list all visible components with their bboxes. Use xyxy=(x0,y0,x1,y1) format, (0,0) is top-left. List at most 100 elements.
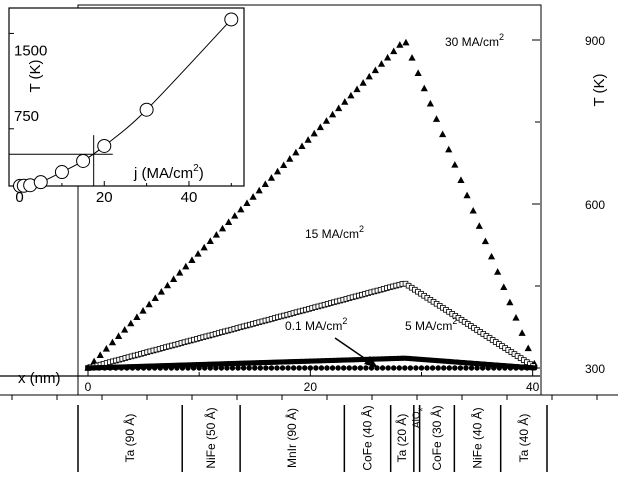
series-30-point xyxy=(347,91,355,99)
series-0.1-point xyxy=(90,365,97,371)
inset-y-tick-label: 750 xyxy=(14,108,39,125)
series-0.1-point xyxy=(218,365,225,371)
series-0.1-point xyxy=(402,365,408,371)
series-30-point xyxy=(383,53,392,61)
series-0.1-point xyxy=(463,365,469,371)
series-30-point xyxy=(225,218,233,226)
series-0.1-point xyxy=(240,365,247,371)
series-30-point xyxy=(328,110,337,118)
series-0.1-point xyxy=(257,365,264,371)
layer-label: CoFe (30 Å) xyxy=(429,405,444,470)
series-0.1-point xyxy=(313,365,319,371)
series-30-point xyxy=(316,123,324,131)
series-0.1-point xyxy=(263,365,269,371)
series-0.1-point xyxy=(202,365,208,371)
series-0.1-point xyxy=(446,365,452,371)
layer-boundaries xyxy=(77,405,548,472)
series-0.1-point xyxy=(435,365,441,371)
series-0.1-point xyxy=(252,365,258,371)
series-30-point xyxy=(200,243,208,251)
series-30-point xyxy=(218,224,227,232)
series-30-point xyxy=(414,69,422,76)
series-15-label: 15 MA/cm2 xyxy=(305,224,364,241)
series-0.1-point xyxy=(279,365,286,371)
series-30-point xyxy=(432,115,441,122)
main-y-tick-label: 300 xyxy=(585,362,605,376)
series-30-point xyxy=(371,66,379,74)
series-30-point xyxy=(188,256,196,263)
series-0.1-point xyxy=(357,365,364,371)
series-30-point xyxy=(439,130,447,138)
layer-label: Ta (40 Å) xyxy=(516,414,531,463)
series-0.1-point xyxy=(502,365,508,371)
main-x-ticks: 0 20 40 xyxy=(85,370,540,394)
series-30-point xyxy=(353,85,361,93)
series-0.1-point xyxy=(85,365,91,371)
series-0.1-point xyxy=(324,365,330,371)
series-0.1-point xyxy=(385,365,391,371)
series-30-point xyxy=(420,84,428,92)
series-30-point xyxy=(163,281,172,289)
series-0.1-point xyxy=(368,365,375,371)
series-0.1-point xyxy=(307,365,314,371)
inset-threshold-lines xyxy=(9,135,113,186)
inset-point xyxy=(33,175,48,190)
series-0.1-point xyxy=(507,365,514,371)
series-30-point xyxy=(451,161,459,168)
main-y-tick-label: 900 xyxy=(585,34,605,48)
series-30-point xyxy=(298,142,306,150)
series-0.1-point xyxy=(135,365,141,371)
series-0.1-point xyxy=(151,365,158,371)
series-0.1-point xyxy=(340,365,347,371)
series-30-point xyxy=(121,326,129,333)
main-y-axis-label: T (K) xyxy=(591,73,608,106)
series-0.1-point xyxy=(268,365,275,371)
series-0.1-point xyxy=(318,365,325,371)
series-30-point xyxy=(90,357,98,365)
series-30-point xyxy=(280,161,288,169)
series-30-point xyxy=(267,174,276,181)
inset-point xyxy=(54,165,69,180)
layer-labels: Ta (90 Å) NiFe (50 Å) MnIr (90 Å) CoFe (40 … xyxy=(122,405,531,470)
series-30-point xyxy=(310,129,318,137)
main-x-tick-label: 20 xyxy=(304,380,318,394)
series-30-point xyxy=(408,54,416,61)
series-0.1-point xyxy=(224,365,230,371)
series-30-point xyxy=(151,294,159,301)
series-0.1-point xyxy=(190,365,197,371)
series-30-point xyxy=(524,344,532,352)
layer-label: NiFe (40 Å) xyxy=(470,407,485,468)
series-30-point xyxy=(102,345,110,352)
series-30-point xyxy=(445,145,453,153)
series-0.1-point xyxy=(185,365,191,371)
series-30-point xyxy=(359,79,367,86)
series-0.1-point xyxy=(213,365,219,371)
series-0.1-point xyxy=(479,365,486,371)
series-30-point xyxy=(487,252,496,260)
series-0.1-point xyxy=(113,365,119,371)
layer-label: CoFe (40 Å) xyxy=(360,405,375,470)
series-30-point xyxy=(212,231,220,238)
series-30-point xyxy=(261,180,269,188)
series-0.1-point xyxy=(407,365,414,371)
series-30-point xyxy=(286,155,294,162)
series-0.1-point xyxy=(396,365,402,371)
series-30-point xyxy=(481,237,490,245)
series-0.1-point xyxy=(140,365,147,371)
series-0.1-label: 0.1 MA/cm2 xyxy=(285,316,347,333)
series-30-point xyxy=(292,148,300,156)
main-x-axis-label: x (nm) xyxy=(18,370,61,387)
series-0.1-point xyxy=(101,365,108,371)
series-0.1-point xyxy=(391,365,397,371)
series-0.1-point xyxy=(513,365,519,371)
series-0.1-point xyxy=(424,365,430,371)
series-30-point xyxy=(518,329,526,336)
series-30-point xyxy=(237,205,245,213)
series-0.1-point xyxy=(285,365,291,371)
inset-x-axis-label: j (MA/cm2) xyxy=(133,163,204,182)
main-y-ticks: 300 600 900 xyxy=(532,34,605,376)
series-30-point xyxy=(512,313,520,321)
series-30-point xyxy=(133,313,141,320)
series-0.1-point xyxy=(457,365,464,371)
